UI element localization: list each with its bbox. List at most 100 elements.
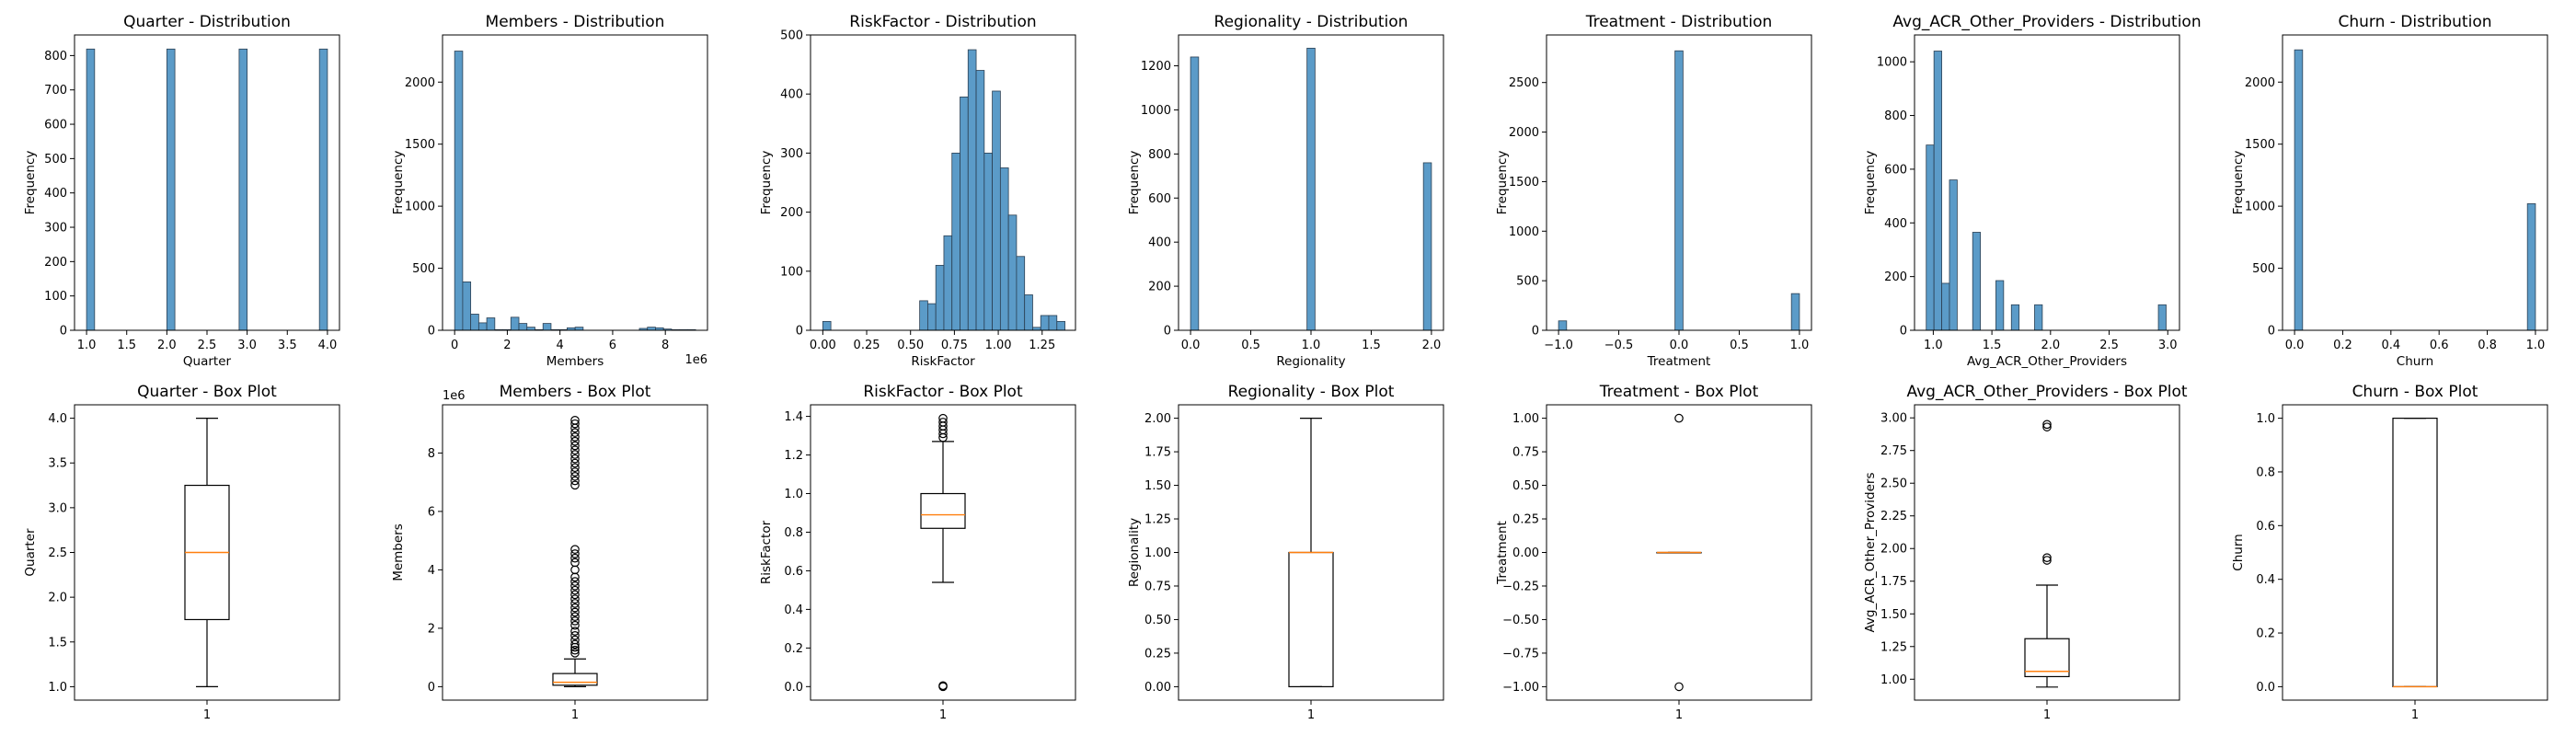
y-tick-label: 2.50	[1880, 477, 1907, 491]
outlier-point	[570, 577, 580, 586]
outlier-point	[570, 620, 580, 630]
histogram-bar	[2526, 203, 2536, 331]
y-tick-label: 1.2	[784, 449, 803, 463]
outlier-point	[570, 645, 580, 655]
y-tick-label: 0.25	[1512, 513, 1539, 527]
y-tick-label: 3.5	[48, 457, 67, 471]
x-tick-label: 1	[571, 708, 579, 722]
histogram-bar	[1040, 315, 1050, 331]
x-tick-label: 0.6	[2430, 339, 2449, 352]
histogram-bar	[919, 300, 928, 331]
y-tick-label: 300	[44, 222, 67, 236]
y-tick-label: 0.8	[2256, 466, 2275, 479]
y-tick-label: 0.0	[784, 681, 803, 695]
y-tick-label: 800	[44, 50, 67, 63]
y-tick-label: 600	[44, 119, 67, 132]
x-tick-label: 3.0	[2158, 339, 2178, 352]
y-tick-label: 200	[780, 206, 803, 220]
panel-title: RiskFactor - Box Plot	[863, 383, 1023, 401]
histogram-bar	[1674, 50, 1684, 331]
y-tick-label: 2000	[1509, 126, 1539, 140]
histogram-panel-2: Members - Distribution 0 2 4 6 8 0 500 1000 1500 2…	[391, 13, 708, 369]
outlier-point	[570, 616, 580, 626]
y-tick-label: 4.0	[48, 412, 67, 426]
histogram-bar	[574, 327, 584, 331]
panel-title: Avg_ACR_Other_Providers - Distribution	[1892, 13, 2201, 31]
boxplot-panel-1: Quarter - Box Plot 1 1.0 1.5 2.0 2.5 3.0 3.5 4.0…	[23, 383, 340, 722]
y-tick-label: 800	[1884, 109, 1907, 123]
y-axis-label: Frequency	[391, 151, 406, 215]
x-tick-label: 1.0	[1302, 339, 1321, 352]
x-tick-label: 0.8	[2478, 339, 2497, 352]
panel-title: Churn - Distribution	[2338, 13, 2491, 31]
x-tick-label: 0.0	[2285, 339, 2305, 352]
x-tick-label: 1.5	[1362, 339, 1381, 352]
y-tick-label: 1000	[1877, 56, 1907, 70]
y-tick-label: 500	[412, 262, 435, 276]
y-tick-label: 0.4	[784, 604, 803, 617]
y-tick-label: 0.8	[784, 526, 803, 540]
x-axis-label: Treatment	[1647, 354, 1711, 369]
x-tick-label: 0.4	[2381, 339, 2400, 352]
outlier-point	[570, 450, 580, 459]
y-tick-label: 0.75	[1144, 580, 1171, 593]
panel-title: Treatment - Box Plot	[1599, 383, 1759, 401]
y-tick-label: 0.2	[2256, 627, 2275, 641]
outlier-point	[570, 436, 580, 446]
y-tick-label: 600	[1148, 192, 1171, 206]
outlier-point	[570, 607, 580, 617]
histogram-bar	[647, 327, 656, 331]
plot-frame	[1914, 34, 2180, 331]
x-tick-label: 4	[557, 339, 564, 352]
histogram-bar	[983, 152, 993, 331]
outlier-point	[570, 480, 580, 490]
x-tick-label: −1.0	[1544, 339, 1573, 352]
histogram-bar	[1048, 315, 1058, 331]
x-axis-label: Quarter	[183, 354, 232, 369]
y-axis-label: Regionality	[1127, 518, 1142, 587]
histogram-bar	[462, 281, 472, 331]
y-axis-label: Frequency	[23, 151, 38, 215]
boxplot-panel-2: Members - Box Plot 1 0 2 4 6 8 Members 1e6	[391, 383, 708, 722]
y-tick-label: 1.5	[48, 636, 67, 650]
outlier-point	[570, 471, 580, 481]
outlier-point	[2042, 553, 2052, 562]
histogram-bar	[1558, 320, 1568, 331]
y-tick-label: 0.50	[1512, 479, 1539, 493]
outlier-point	[1674, 682, 1684, 692]
outlier-point	[2042, 420, 2052, 430]
y-axis-label: Frequency	[1495, 151, 1510, 215]
y-tick-label: 2.75	[1880, 444, 1907, 458]
x-tick-label: 2.0	[2041, 339, 2060, 352]
y-tick-label: 2.0	[48, 592, 67, 605]
x-tick-label: 0.50	[897, 339, 924, 352]
y-tick-label: 1.50	[1880, 608, 1907, 622]
y-tick-label: 0.50	[1144, 614, 1171, 627]
histogram-bar	[2010, 304, 2020, 331]
outlier-point	[570, 467, 580, 477]
y-tick-label: 0.4	[2256, 573, 2275, 587]
y-tick-label: 400	[1148, 236, 1171, 250]
outlier-point	[570, 428, 580, 437]
outlier-point	[570, 590, 580, 600]
x-tick-label: 6	[609, 339, 616, 352]
outlier-point	[570, 441, 580, 451]
y-tick-label: 1.0	[48, 681, 67, 695]
y-tick-label: 3.00	[1880, 412, 1907, 426]
histogram-bar	[967, 49, 977, 331]
y-tick-label: 400	[780, 88, 803, 102]
histogram-bar	[927, 303, 937, 331]
plot-frame	[442, 34, 708, 331]
y-tick-label: −0.25	[1502, 580, 1539, 593]
y-tick-label: 1.0	[2256, 412, 2275, 426]
y-tick-label: 0.0	[2256, 681, 2275, 695]
y-tick-label: 1.00	[1880, 673, 1907, 687]
histogram-bar	[542, 323, 552, 331]
y-tick-label: 0	[428, 325, 435, 339]
iqr-box	[552, 673, 598, 686]
histogram-bar	[1016, 256, 1026, 331]
x-tick-label: 8	[661, 339, 669, 352]
x-tick-label: 0.5	[1241, 339, 1260, 352]
y-tick-label: 2.00	[1144, 412, 1171, 426]
histogram-panel-3: RiskFactor - Distribution 0.00 0.25 0.50 0.7…	[759, 13, 1076, 369]
